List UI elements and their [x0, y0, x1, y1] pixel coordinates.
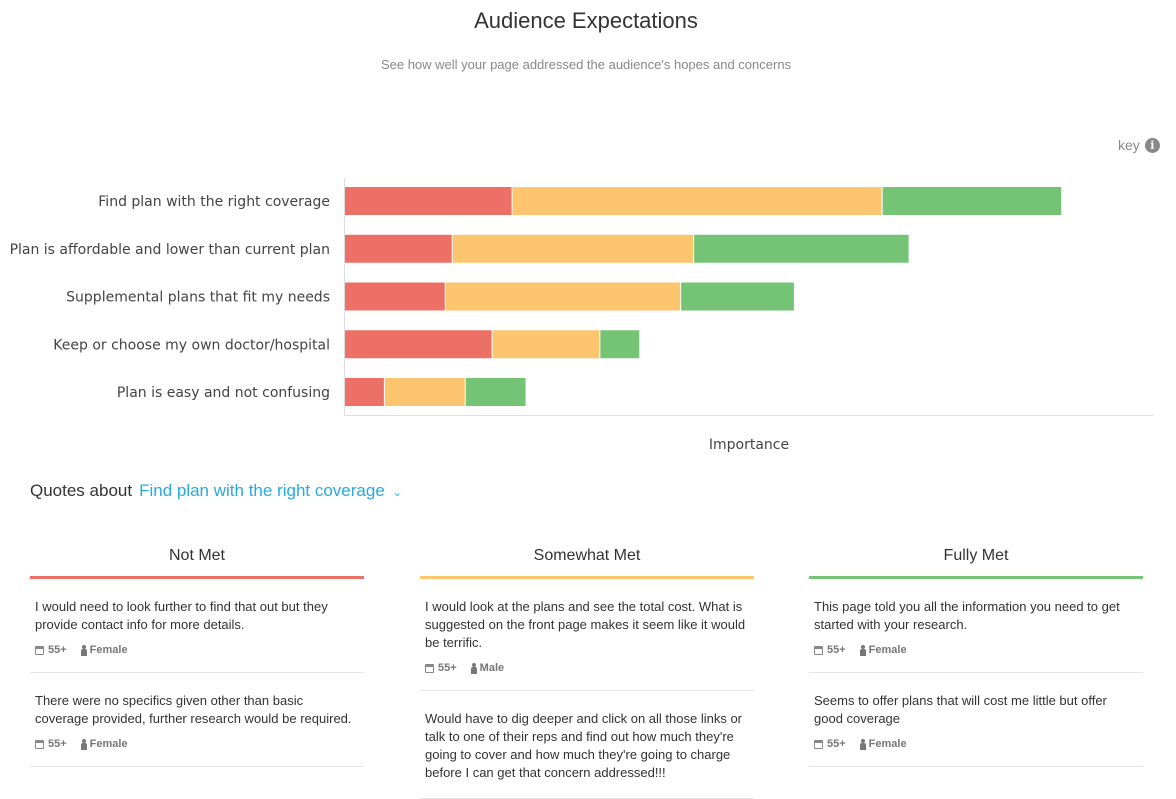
- category-labels: Find plan with the right coverage Plan is…: [10, 194, 330, 401]
- category-label: Plan is easy and not confusing: [117, 385, 330, 401]
- age-value: 55+: [48, 644, 67, 656]
- column-divider: [30, 576, 364, 579]
- column-title: Not Met: [168, 547, 225, 564]
- topic-selector[interactable]: Find plan with the right coverage ⌄: [139, 481, 402, 501]
- category-label: Find plan with the right coverage: [98, 194, 330, 210]
- bar-segment-somewhat-met[interactable]: [445, 282, 681, 311]
- bar-segment-not-met[interactable]: [345, 330, 492, 359]
- quote-meta: 55+ Female: [35, 738, 359, 750]
- key-button[interactable]: key i: [1118, 137, 1160, 153]
- category-label: Supplemental plans that fit my needs: [66, 290, 330, 306]
- quote-card: This page told you all the information y…: [809, 579, 1143, 673]
- quote-column-somewhat-met: Somewhat Met I would look at the plans an…: [420, 546, 754, 799]
- chevron-down-icon: ⌄: [392, 487, 402, 499]
- quote-card: Seems to offer plans that will cost me l…: [809, 673, 1143, 767]
- quote-meta: 55+ Female: [35, 644, 359, 656]
- gender-value: Female: [868, 738, 907, 750]
- age-value: 55+: [438, 662, 457, 674]
- topic-label: Find plan with the right coverage: [139, 481, 385, 500]
- quote-text: I would look at the plans and see the to…: [425, 599, 746, 650]
- bar-segment-somewhat-met[interactable]: [512, 187, 882, 215]
- quote-column-not-met: Not Met I would need to look further to f…: [30, 546, 364, 767]
- quote-column-fully-met: Fully Met This page told you all the info…: [809, 546, 1143, 767]
- quote-card: Would have to dig deeper and click on al…: [420, 691, 754, 799]
- gender-value: Male: [479, 662, 505, 674]
- calendar-icon: [35, 739, 44, 749]
- bar-segment-somewhat-met[interactable]: [492, 330, 600, 359]
- quote-text: There were no specifics given other than…: [35, 693, 352, 726]
- person-icon: [859, 645, 866, 656]
- quote-meta: 55+ Male: [425, 662, 749, 674]
- bar-segment-not-met[interactable]: [345, 282, 445, 311]
- person-icon: [859, 739, 866, 750]
- quote-card: I would need to look further to find tha…: [30, 579, 364, 673]
- bar-segment-fully-met[interactable]: [465, 378, 526, 406]
- category-label: Keep or choose my own doctor/hospital: [53, 337, 330, 353]
- chart-axes: [344, 178, 1153, 416]
- person-icon: [80, 739, 87, 750]
- age-value: 55+: [827, 644, 846, 656]
- quote-meta: 55+ Female: [814, 644, 1138, 656]
- gender-value: Female: [868, 644, 907, 656]
- calendar-icon: [35, 645, 44, 655]
- bar-segment-not-met[interactable]: [345, 378, 384, 406]
- column-title: Fully Met: [943, 547, 1009, 564]
- bar-segment-somewhat-met[interactable]: [384, 378, 465, 406]
- bar-segment-fully-met[interactable]: [694, 234, 909, 263]
- person-icon: [470, 663, 477, 674]
- quote-text: This page told you all the information y…: [814, 599, 1120, 632]
- calendar-icon: [814, 645, 823, 655]
- page-subtitle: See how well your page addressed the aud…: [380, 57, 792, 72]
- bar-segment-not-met[interactable]: [345, 187, 512, 215]
- quote-text: Seems to offer plans that will cost me l…: [814, 693, 1107, 726]
- bar-segment-fully-met[interactable]: [882, 187, 1062, 215]
- calendar-icon: [814, 739, 823, 749]
- quote-meta: 55+ Female: [814, 738, 1138, 750]
- gender-value: Female: [89, 644, 128, 656]
- age-value: 55+: [827, 738, 846, 750]
- expectations-bar-chart: Find plan with the right coverage Plan is…: [10, 178, 1153, 453]
- quote-card: I would look at the plans and see the to…: [420, 579, 754, 691]
- category-label: Plan is affordable and lower than curren…: [10, 242, 330, 258]
- calendar-icon: [425, 663, 434, 673]
- chart-bars: [345, 187, 1062, 406]
- column-divider: [809, 576, 1143, 579]
- quote-card: There were no specifics given other than…: [30, 673, 364, 767]
- bar-segment-not-met[interactable]: [345, 234, 452, 263]
- info-icon: i: [1144, 137, 1160, 153]
- key-label: key: [1118, 137, 1140, 153]
- x-axis-label: Importance: [709, 437, 789, 453]
- quote-text: I would need to look further to find tha…: [35, 599, 328, 632]
- gender-value: Female: [89, 738, 128, 750]
- quote-text: Would have to dig deeper and click on al…: [425, 711, 743, 780]
- column-divider: [420, 576, 754, 579]
- bar-segment-somewhat-met[interactable]: [452, 234, 694, 263]
- bar-segment-fully-met[interactable]: [600, 330, 640, 359]
- column-title: Somewhat Met: [533, 547, 641, 564]
- quotes-heading: Quotes about Find plan with the right co…: [30, 481, 402, 501]
- person-icon: [80, 645, 87, 656]
- bar-segment-fully-met[interactable]: [681, 282, 794, 311]
- page-title: Audience Expectations: [474, 8, 698, 33]
- age-value: 55+: [48, 738, 67, 750]
- quotes-label: Quotes about: [30, 481, 133, 500]
